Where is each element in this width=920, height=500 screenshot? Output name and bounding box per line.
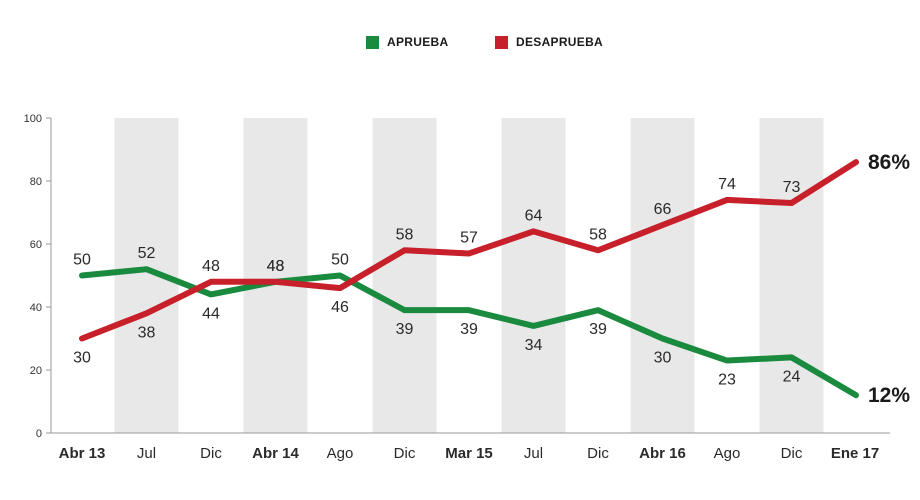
legend: APRUEBA DESAPRUEBA — [0, 32, 920, 52]
data-label-desaprueba: 74 — [718, 176, 736, 193]
data-label-aprueba: 44 — [202, 305, 220, 322]
background-band — [243, 118, 308, 433]
series-line-desaprueba — [79, 159, 859, 342]
data-label-aprueba: 12% — [868, 384, 910, 407]
background-band — [372, 118, 437, 433]
data-label-desaprueba: 46 — [331, 299, 349, 316]
data-label-desaprueba: 30 — [73, 350, 91, 367]
data-label-aprueba: 50 — [331, 252, 349, 269]
data-label-desaprueba: 73 — [783, 179, 801, 196]
data-label-desaprueba: 86% — [868, 151, 910, 174]
y-tick-label: 40 — [30, 302, 42, 314]
data-label-aprueba: 39 — [396, 321, 414, 338]
data-label-desaprueba: 48 — [267, 258, 285, 275]
legend-label-aprueba: APRUEBA — [387, 35, 449, 49]
background-band — [630, 118, 695, 433]
x-tick-label: Jul — [524, 445, 543, 462]
background-band — [759, 118, 824, 433]
legend-item-aprueba: APRUEBA — [366, 32, 448, 52]
background-band — [501, 118, 566, 433]
data-label-desaprueba: 48 — [202, 258, 220, 275]
data-label-desaprueba: 38 — [138, 324, 156, 341]
x-tick-label: Dic — [587, 445, 609, 462]
y-tick-label: 60 — [30, 239, 42, 251]
data-label-aprueba: 39 — [460, 321, 478, 338]
x-tick-label: Abr 14 — [252, 445, 299, 462]
y-tick-label: 100 — [24, 113, 42, 125]
legend-swatch-desaprueba — [495, 35, 508, 49]
data-label-desaprueba: 64 — [525, 207, 543, 224]
x-tick-label: Abr 16 — [639, 445, 686, 462]
x-tick-label: Ago — [714, 445, 741, 462]
y-tick-label: 80 — [30, 176, 42, 188]
data-label-aprueba: 48 — [267, 258, 285, 275]
data-label-aprueba: 30 — [654, 350, 672, 367]
x-tick-label: Jul — [137, 445, 156, 462]
legend-swatch-aprueba — [366, 35, 379, 49]
data-label-aprueba: 39 — [589, 321, 607, 338]
x-tick-label: Mar 15 — [445, 445, 493, 462]
y-tick-label: 20 — [30, 365, 42, 377]
data-label-aprueba: 34 — [525, 337, 543, 354]
data-label-aprueba: 52 — [138, 245, 156, 262]
y-tick-label: 0 — [36, 428, 42, 440]
data-label-aprueba: 24 — [783, 368, 801, 385]
data-label-desaprueba: 58 — [396, 226, 414, 243]
x-tick-label: Ago — [327, 445, 354, 462]
series-line-aprueba — [79, 266, 859, 399]
data-label-aprueba: 23 — [718, 372, 736, 389]
x-tick-label: Dic — [200, 445, 222, 462]
data-label-desaprueba: 66 — [654, 201, 672, 218]
legend-label-desaprueba: DESAPRUEBA — [516, 35, 604, 49]
x-tick-label: Dic — [394, 445, 416, 462]
data-label-desaprueba: 57 — [460, 229, 478, 246]
x-tick-label: Dic — [781, 445, 803, 462]
x-tick-label: Abr 13 — [59, 445, 106, 462]
data-label-desaprueba: 58 — [589, 226, 607, 243]
data-label-aprueba: 50 — [73, 252, 91, 269]
legend-item-desaprueba: DESAPRUEBA — [495, 32, 603, 52]
x-tick-label: Ene 17 — [831, 445, 879, 462]
